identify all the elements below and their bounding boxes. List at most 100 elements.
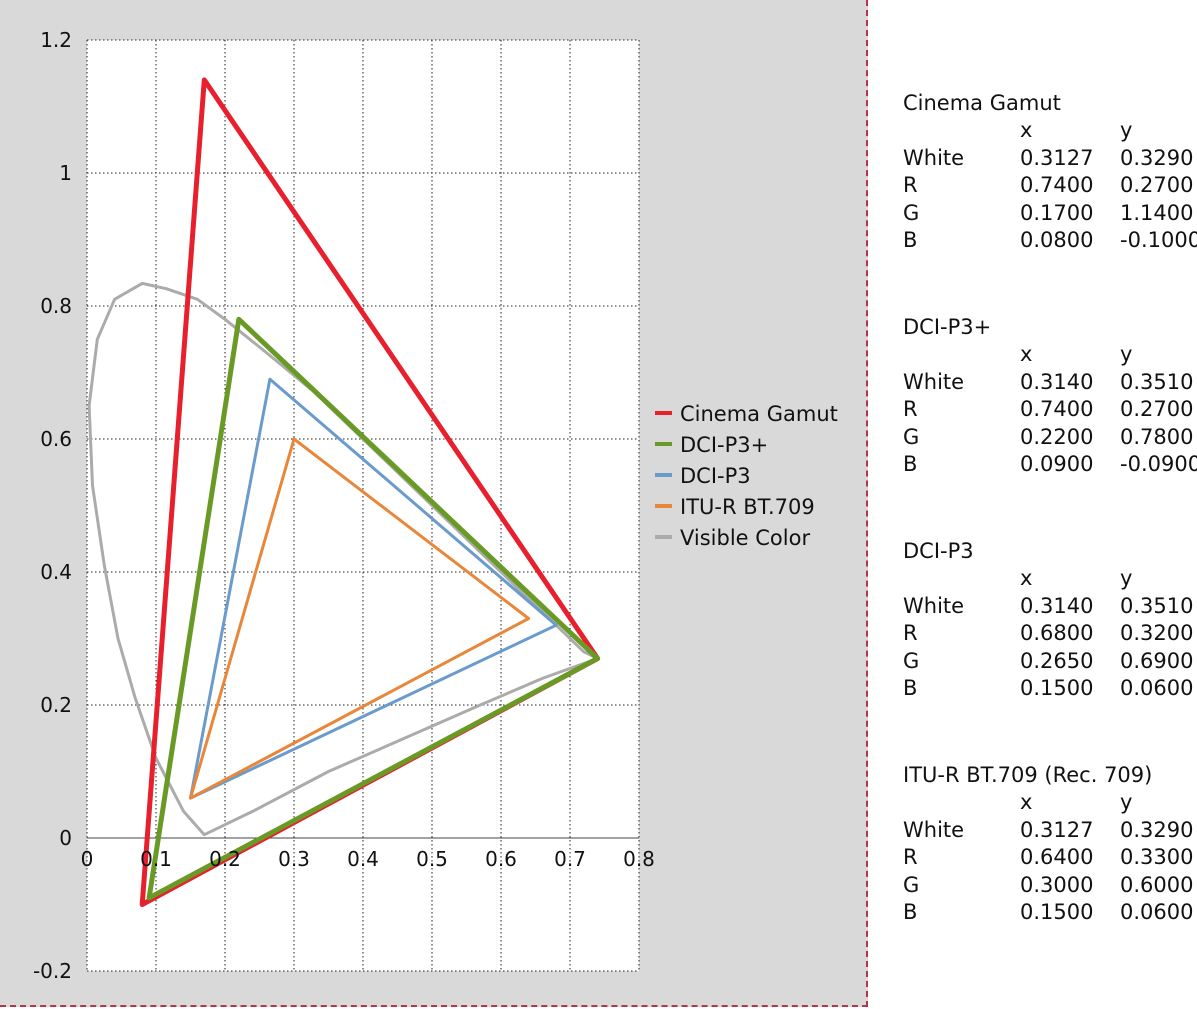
- row-label: B: [903, 452, 918, 476]
- gamut-table-row: B 0.0900 -0.0900: [903, 451, 1197, 479]
- legend-label: DCI-P3: [680, 464, 751, 488]
- row-y-value: 0.6900: [1120, 648, 1194, 673]
- series-dci-p3: [146, 316, 601, 901]
- header-x: x: [1020, 566, 1033, 590]
- gamut-table-row: B 0.1500 0.0600: [903, 675, 1197, 703]
- row-y-value: 0.3290: [1120, 817, 1194, 842]
- x-tick-label: 0.8: [623, 847, 655, 871]
- x-tick-label: 0.7: [554, 847, 586, 871]
- row-label: G: [903, 424, 920, 449]
- chart-panel: 1.2 1 0.8 0.6 0.4 0.2 0 -0.2 0 0.1 0.2 0.3 0.4 0.5 0.…: [0, 0, 868, 1007]
- y-tick-label: 0.8: [40, 294, 72, 318]
- row-label: White: [903, 369, 965, 394]
- gamut-chart: 1.2 1 0.8 0.6 0.4 0.2 0 -0.2 0 0.1 0.2 0.3 0.4 0.5 0.…: [33, 28, 838, 983]
- y-tick-label: 0.6: [40, 427, 72, 451]
- row-label: R: [903, 621, 918, 645]
- gamut-table-row: R 0.6800 0.3200: [903, 620, 1197, 648]
- gamut-table-title: Cinema Gamut: [903, 91, 1061, 115]
- row-x-value: 0.1500: [1020, 676, 1094, 700]
- gamut-tables: Cinema Gamut x y White 0.3127 0.3290 R 0.7400 0.…: [903, 90, 1197, 986]
- series-layer: [87, 77, 601, 907]
- x-tick-label: 0.3: [278, 847, 310, 871]
- y-tick-label: 1.2: [40, 28, 72, 52]
- row-label: White: [903, 817, 965, 842]
- row-y-value: -0.1000: [1120, 228, 1197, 252]
- x-tick-label: 0.4: [347, 847, 379, 871]
- gamut-table-row: G 0.2200 0.7800: [903, 424, 1197, 452]
- row-x-value: 0.3140: [1020, 369, 1094, 394]
- row-y-value: 0.3290: [1120, 145, 1194, 170]
- header-x: x: [1020, 790, 1033, 814]
- row-y-value: 0.2700: [1120, 397, 1194, 421]
- gamut-table-title: DCI-P3+: [903, 315, 992, 339]
- gamut-table: Cinema Gamut x y White 0.3127 0.3290 R 0.7400 0.…: [903, 90, 1197, 314]
- y-axis-ticks: 1.2 1 0.8 0.6 0.4 0.2 0 -0.2: [33, 28, 72, 983]
- gamut-table-row: R 0.7400 0.2700: [903, 396, 1197, 424]
- header-y: y: [1120, 118, 1133, 142]
- row-y-value: 0.2700: [1120, 173, 1194, 197]
- x-tick-label: 0.2: [209, 847, 241, 871]
- row-y-value: 0.3200: [1120, 621, 1194, 645]
- row-x-value: 0.1700: [1020, 200, 1094, 225]
- row-y-value: 0.3510: [1120, 593, 1194, 618]
- row-y-value: 0.0600: [1120, 900, 1194, 924]
- row-x-value: 0.7400: [1020, 397, 1094, 421]
- y-tick-label: -0.2: [33, 959, 72, 983]
- x-tick-label: 0.5: [416, 847, 448, 871]
- row-x-value: 0.3000: [1020, 872, 1094, 897]
- row-x-value: 0.2200: [1020, 424, 1094, 449]
- row-label: G: [903, 872, 920, 897]
- row-label: White: [903, 593, 965, 618]
- x-axis-ticks: 0 0.1 0.2 0.3 0.4 0.5 0.6 0.7 0.8: [81, 847, 655, 871]
- row-x-value: 0.6400: [1020, 845, 1094, 869]
- gamut-table-row: White 0.3127 0.3290: [903, 817, 1197, 845]
- row-x-value: 0.3127: [1020, 145, 1094, 170]
- series-visible-color: [87, 281, 600, 837]
- gamut-table-row: B 0.1500 0.0600: [903, 899, 1197, 927]
- row-y-value: -0.0900: [1120, 452, 1197, 476]
- y-tick-label: 1: [59, 161, 72, 185]
- series-dci-p3: [189, 377, 558, 800]
- y-tick-label: 0.4: [40, 560, 72, 584]
- row-x-value: 0.0800: [1020, 228, 1094, 252]
- row-y-value: 0.6000: [1120, 872, 1194, 897]
- gamut-table-row: G 0.2650 0.6900: [903, 648, 1197, 676]
- legend-label: Visible Color: [680, 526, 810, 550]
- header-y: y: [1120, 790, 1133, 814]
- row-x-value: 0.3127: [1020, 817, 1094, 842]
- row-label: B: [903, 676, 918, 700]
- header-y: y: [1120, 566, 1133, 590]
- legend-label: Cinema Gamut: [680, 402, 838, 426]
- gamut-table-row: White 0.3127 0.3290: [903, 145, 1197, 173]
- row-label: G: [903, 200, 920, 225]
- legend: Cinema Gamut DCI-P3+ DCI-P3 ITU-R BT.709 Vis…: [655, 402, 838, 550]
- row-x-value: 0.1500: [1020, 900, 1094, 924]
- row-x-value: 0.3140: [1020, 593, 1094, 618]
- row-y-value: 1.1400: [1120, 200, 1194, 225]
- y-tick-label: 0: [59, 826, 72, 850]
- x-tick-label: 0.6: [485, 847, 517, 871]
- gamut-table: DCI-P3+ x y White 0.3140 0.3510 R 0.7400 0.2700 G…: [903, 314, 1197, 538]
- row-y-value: 0.7800: [1120, 424, 1194, 449]
- row-label: G: [903, 648, 920, 673]
- row-x-value: 0.2650: [1020, 648, 1094, 673]
- row-x-value: 0.7400: [1020, 173, 1094, 197]
- gamut-table-row: White 0.3140 0.3510: [903, 593, 1197, 621]
- header-x: x: [1020, 118, 1033, 142]
- legend-label: DCI-P3+: [680, 433, 768, 457]
- row-label: R: [903, 397, 918, 421]
- row-label: B: [903, 900, 918, 924]
- row-y-value: 0.3510: [1120, 369, 1194, 394]
- x-tick-label: 0.1: [140, 847, 172, 871]
- row-y-value: 0.3300: [1120, 845, 1194, 869]
- row-label: B: [903, 228, 918, 252]
- gamut-table-row: G 0.3000 0.6000: [903, 872, 1197, 900]
- x-tick-label: 0: [81, 847, 94, 871]
- gamut-table: ITU-R BT.709 (Rec. 709) x y White 0.3127 0.32…: [903, 762, 1197, 986]
- gamut-table-row: R 0.7400 0.2700: [903, 172, 1197, 200]
- row-label: R: [903, 845, 918, 869]
- gamut-table-row: G 0.1700 1.1400: [903, 200, 1197, 228]
